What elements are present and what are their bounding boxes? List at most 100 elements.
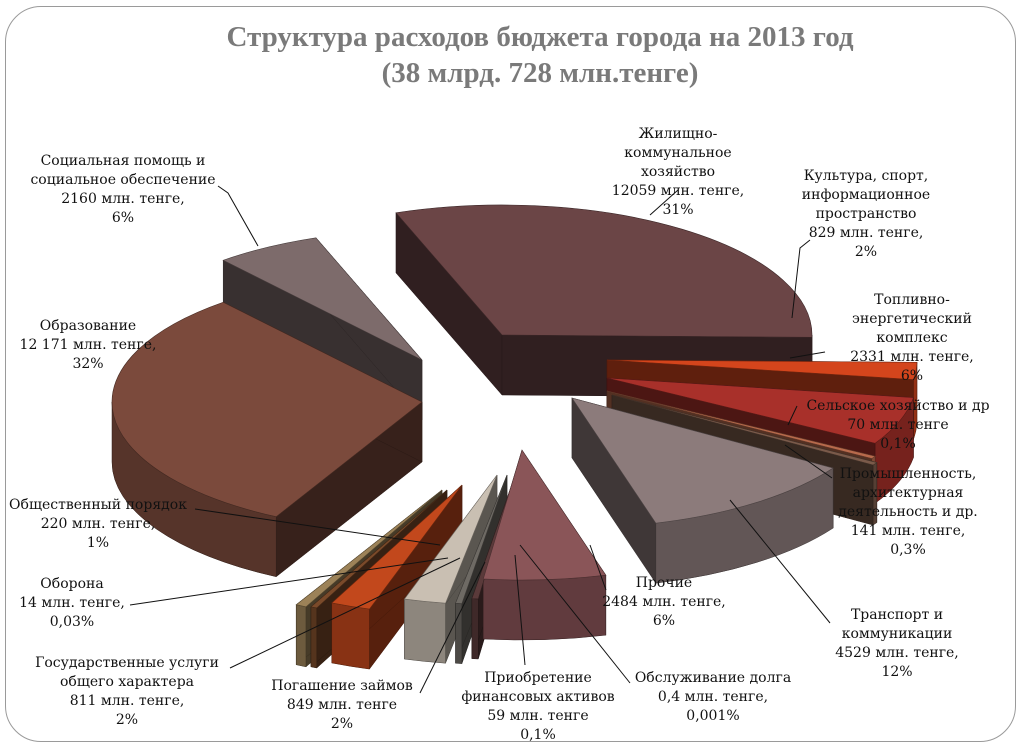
slice-label-line: 4529 млн. тенге, xyxy=(835,645,959,661)
slice-label-line: деятельность и др. xyxy=(838,504,978,520)
slice-fuel xyxy=(606,377,914,444)
slice-social xyxy=(222,237,423,361)
slice-label-line: хозяйство xyxy=(641,164,715,180)
slice-label-line: пространство xyxy=(816,206,917,222)
slice-label-line: 70 млн. тенге xyxy=(847,417,948,433)
slice-label-line: 1% xyxy=(87,535,109,551)
slice-label-line: 6% xyxy=(112,210,134,226)
leader-line-industry xyxy=(784,444,833,479)
slice-label-line: Государственные услуги xyxy=(35,655,219,671)
slice-label-line: коммуникации xyxy=(842,626,953,642)
leader-line-social xyxy=(217,185,259,247)
leader-line-agriculture xyxy=(787,405,798,426)
slice-label-line: 12059 млн. тенге, xyxy=(612,183,744,199)
slice-labels: Жилищно-коммунальное хозяйство 12059 млн. … xyxy=(9,126,990,743)
slice-label-line: Топливно- xyxy=(874,292,950,308)
slice-public_order xyxy=(295,489,443,608)
slice-label-line: социальное обеспечение xyxy=(30,172,215,188)
slice-education xyxy=(111,301,423,518)
slice-agriculture xyxy=(606,390,876,459)
slice-label-line: архитектурная xyxy=(853,485,964,501)
slice-label-line: 0,4 млн. тенге, xyxy=(658,689,768,705)
slice-public_services xyxy=(331,484,463,610)
leader-lines xyxy=(129,185,833,694)
slice-label-line: Общественный порядок xyxy=(9,497,187,513)
slice-label-education: Образование 12 171 млн. тенге, 32% xyxy=(20,318,157,372)
slice-label-agriculture: Сельское хозяйство и др 70 млн. тенге 0,1% xyxy=(806,398,989,452)
slice-side-public_services xyxy=(331,602,370,670)
slice-label-line: 0,1% xyxy=(880,436,916,452)
slice-transport xyxy=(571,397,834,524)
slice-culture xyxy=(606,359,918,380)
slice-label-line: 14 млн. тенге, xyxy=(19,595,125,611)
slice-label-line: 6% xyxy=(901,368,923,384)
slice-label-social: Социальная помощь и социальное обеспечени… xyxy=(30,153,215,226)
leader-line-housing xyxy=(649,189,679,216)
slice-label-line: Образование xyxy=(40,318,136,334)
slice-label-line: 59 млн. тенге xyxy=(487,708,588,724)
slice-label-defense: Оборона 14 млн. тенге, 0,03% xyxy=(19,576,125,630)
slice-label-line: 2% xyxy=(331,716,353,732)
slice-tops xyxy=(111,204,918,610)
slice-label-financial_assets: Приобретение финансовых активов 59 млн. те… xyxy=(461,670,614,743)
slice-label-line: информационное xyxy=(802,187,930,203)
leader-line-debt_service xyxy=(519,544,631,684)
leader-line-financial_assets xyxy=(514,554,526,666)
slice-label-line: Сельское хозяйство и др xyxy=(806,398,989,414)
chart-title-line2: (38 млрд. 728 млн.тенге) xyxy=(382,57,699,89)
slice-label-line: 829 млн. тенге, xyxy=(809,225,924,241)
slice-label-housing: Жилищно-коммунальное хозяйство 12059 млн. … xyxy=(612,126,744,218)
slice-label-line: 849 млн. тенге xyxy=(287,697,397,713)
slice-industry xyxy=(611,394,878,466)
leader-line-defense xyxy=(129,557,449,606)
slice-label-line: комплекс xyxy=(876,330,947,346)
slice-label-line: 2331 млн. тенге, xyxy=(850,349,974,365)
slice-label-line: 31% xyxy=(662,202,693,218)
slice-label-culture: Культура, спорт, информационное пространст… xyxy=(802,168,930,260)
slice-label-transport: Транспорт и коммуникации 4529 млн. тенге, 1… xyxy=(835,607,959,680)
leader-line-public_order xyxy=(194,508,441,546)
slice-label-line: 220 млн. тенге, xyxy=(41,516,156,532)
slice-label-line: 12% xyxy=(881,664,912,680)
slice-label-line: Приобретение xyxy=(484,670,592,686)
slice-label-fuel: Топливно-энергетический комплекс 2331 млн.… xyxy=(850,292,974,384)
slice-label-line: 2% xyxy=(116,712,138,728)
slice-label-line: 0,1% xyxy=(520,727,556,743)
slice-side-defense xyxy=(310,606,318,669)
slice-label-loans: Погашение займов 849 млн. тенге 2% xyxy=(271,678,413,732)
slice-defense xyxy=(310,489,448,609)
slice-label-debt_service: Обслуживание долга 0,4 млн. тенге, 0,001% xyxy=(635,670,791,724)
slice-label-line: 0,3% xyxy=(890,542,926,558)
slice-label-line: 811 млн. тенге, xyxy=(70,693,185,709)
slice-label-line: Культура, спорт, xyxy=(804,168,929,184)
leader-line-culture xyxy=(791,239,811,319)
slice-other xyxy=(482,449,607,581)
slice-side-financial_assets xyxy=(455,602,463,664)
slice-housing xyxy=(395,204,813,338)
slice-label-line: 32% xyxy=(72,356,103,372)
slice-label-line: Транспорт и xyxy=(851,607,943,623)
slice-label-line: 141 млн. тенге, xyxy=(851,523,966,539)
slice-label-industry: Промышленность, архитектурная деятельность… xyxy=(838,466,978,558)
slice-label-line: Социальная помощь и xyxy=(41,153,206,169)
slice-label-line: коммунальное xyxy=(624,145,731,161)
slice-label-line: Погашение займов xyxy=(271,678,413,694)
slice-label-line: 6% xyxy=(653,613,675,629)
leader-line-transport xyxy=(729,499,831,624)
slice-label-line: Обслуживание долга xyxy=(635,670,791,686)
slice-label-line: Оборона xyxy=(40,576,103,592)
leader-line-other xyxy=(589,544,607,591)
slice-financial_assets xyxy=(455,474,508,604)
slice-label-line: 0,001% xyxy=(686,708,739,724)
slice-label-line: Жилищно- xyxy=(639,126,718,142)
slice-label-line: 2% xyxy=(855,244,877,260)
slice-label-line: энергетический xyxy=(852,311,972,327)
slice-label-line: 2484 млн. тенге, xyxy=(602,594,726,610)
slice-label-line: Промышленность, xyxy=(840,466,977,482)
slice-loans xyxy=(403,474,498,604)
slice-label-public_services: Государственные услуги общего характера 81… xyxy=(35,655,219,728)
leader-line-loans xyxy=(419,561,486,694)
slice-label-line: финансовых активов xyxy=(461,689,614,705)
slice-label-line: 12 171 млн. тенге, xyxy=(20,337,157,353)
